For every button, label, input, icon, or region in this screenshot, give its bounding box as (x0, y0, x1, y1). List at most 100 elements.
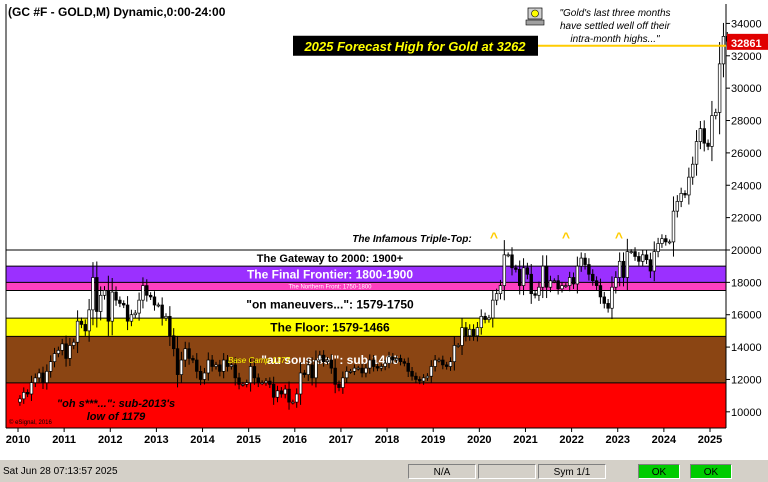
candle-2015-6 (268, 380, 272, 385)
y-tick-label-6: 22000 (731, 213, 762, 225)
candle-2020-4 (491, 299, 495, 319)
candle-2022-6 (591, 273, 595, 282)
candle-2014-2 (206, 359, 210, 374)
candle-2014-5 (218, 364, 222, 372)
triple-top-caret-1: ^ (562, 229, 570, 245)
candle-2019-11 (471, 328, 476, 337)
candle-2019-5 (448, 361, 453, 367)
candle-2012-4 (122, 303, 126, 306)
candle-2017-2 (345, 371, 349, 379)
band-0 (6, 249, 726, 267)
candle-2013-6 (175, 348, 180, 375)
candle-2015-9 (279, 390, 284, 395)
candle-2016-4 (306, 364, 310, 375)
candle-2012-9 (141, 285, 145, 301)
candle-2012-8 (137, 299, 141, 314)
status-bar: Sat Jun 28 07:13:57 2025 N/A Sym 1/1 OK … (0, 462, 768, 482)
x-tick-label-12: 2022 (559, 434, 583, 446)
candle-2019-7 (456, 345, 460, 347)
y-tick-label-8: 26000 (731, 148, 762, 160)
candle-2022-7 (594, 280, 599, 286)
candle-2013-12 (198, 371, 203, 380)
candle-2016-5 (310, 364, 314, 379)
band-label-6-line-1: low of 1179 (87, 411, 146, 423)
candle-2010-9 (48, 361, 53, 372)
candle-2015-11 (287, 388, 291, 403)
quote-line-0: "Gold's last three months (559, 8, 670, 19)
candle-2022-9 (602, 296, 606, 304)
candle-2013-2 (160, 304, 164, 319)
x-tick-label-14: 2024 (652, 434, 677, 446)
band-label-1: The Final Frontier: 1800-1900 (247, 267, 413, 281)
candle-2019-4 (444, 364, 449, 367)
candle-2025-3 (717, 63, 722, 113)
candle-2012-10 (145, 285, 149, 296)
candle-2022-4 (583, 257, 587, 265)
candle-2021-5 (541, 265, 545, 288)
candle-2016-6 (314, 359, 318, 379)
candle-2018-10 (421, 377, 426, 382)
candle-2018-8 (414, 375, 418, 380)
candle-2015-12 (291, 401, 295, 404)
candle-2024-7 (687, 176, 691, 196)
candle-2017-10 (375, 366, 380, 369)
candle-2017-9 (371, 359, 376, 367)
keyboard-icon (525, 19, 545, 26)
last-price-label: 32861 (731, 38, 762, 50)
candle-2022-1 (571, 277, 576, 285)
candle-2019-3 (441, 359, 445, 366)
band-label-4: The Floor: 1579-1466 (270, 320, 390, 334)
candle-2016-2 (298, 372, 303, 395)
band-label-3: "on maneuvers...": 1579-1750 (246, 297, 414, 311)
candle-2023-10 (652, 251, 656, 272)
candle-2021-2 (529, 273, 533, 295)
x-tick-label-8: 2018 (375, 434, 399, 446)
candle-2013-8 (183, 348, 187, 361)
x-tick-label-6: 2016 (283, 434, 307, 446)
candle-2015-7 (271, 383, 276, 398)
candle-2024-8 (691, 163, 695, 178)
candle-2013-10 (191, 358, 195, 361)
band-label-2: The Northern Front: 1750-1800 (288, 284, 372, 290)
x-tick-label-13: 2023 (605, 434, 629, 446)
candle-2024-5 (679, 192, 683, 202)
candle-2011-2 (68, 345, 72, 359)
candle-2011-6 (83, 324, 87, 332)
candle-2024-1 (664, 238, 668, 243)
candle-2010-3 (25, 392, 30, 395)
candle-2021-10 (560, 285, 564, 290)
candle-2011-5 (79, 320, 84, 325)
candle-2011-9 (95, 277, 99, 312)
y-tick-label-2: 14000 (731, 342, 762, 354)
base-camp-label: Base Camp 1377 (228, 356, 290, 365)
candle-2010-7 (41, 372, 45, 384)
candle-2016-3 (302, 372, 307, 375)
candle-2015-10 (283, 388, 287, 395)
candle-2013-7 (179, 359, 184, 375)
x-tick-label-3: 2013 (144, 434, 168, 446)
status-ok-2[interactable]: OK (690, 464, 732, 479)
candle-2014-3 (210, 359, 214, 367)
y-tick-label-12: 34000 (731, 18, 762, 30)
status-ok-1[interactable]: OK (638, 464, 680, 479)
x-tick-label-7: 2017 (329, 434, 353, 446)
candle-2021-4 (537, 286, 541, 296)
forecast-label: 2025 Forecast High for Gold at 3262 (303, 39, 526, 54)
candle-2021-6 (544, 265, 549, 288)
candle-2014-9 (233, 364, 237, 379)
x-tick-label-9: 2019 (421, 434, 445, 446)
candle-2012-7 (133, 312, 137, 316)
candle-2012-6 (129, 314, 134, 322)
x-tick-label-5: 2015 (236, 434, 260, 446)
candle-2024-6 (683, 192, 687, 196)
candle-2015-1 (248, 366, 253, 384)
candle-2018-9 (418, 379, 422, 382)
triple-top-label: The Infamous Triple-Top: (352, 234, 471, 245)
candle-2019-12 (475, 327, 480, 337)
x-tick-label-1: 2011 (52, 434, 76, 446)
candle-2020-1 (479, 315, 483, 329)
candle-2014-10 (237, 377, 241, 385)
candle-2021-3 (533, 293, 537, 296)
candle-2020-12 (521, 267, 526, 286)
candle-2021-11 (564, 285, 568, 287)
